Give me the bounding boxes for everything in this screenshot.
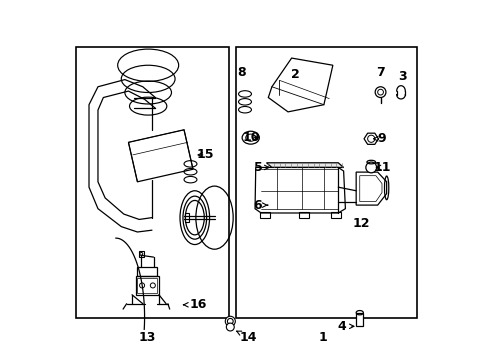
Polygon shape <box>269 58 333 112</box>
Text: 4: 4 <box>338 320 354 333</box>
Polygon shape <box>128 130 193 182</box>
Bar <box>260 212 270 218</box>
Text: 5: 5 <box>253 161 269 174</box>
Circle shape <box>140 283 145 288</box>
Bar <box>185 213 190 222</box>
Text: 1: 1 <box>319 330 327 343</box>
Circle shape <box>368 135 375 142</box>
Text: 14: 14 <box>237 330 257 343</box>
Circle shape <box>140 252 143 255</box>
Circle shape <box>378 89 383 95</box>
Polygon shape <box>267 163 343 167</box>
Bar <box>137 278 157 293</box>
Circle shape <box>375 87 386 98</box>
Bar <box>136 276 159 295</box>
Text: 2: 2 <box>291 68 299 81</box>
Text: 6: 6 <box>254 199 268 212</box>
Polygon shape <box>255 167 345 213</box>
Bar <box>236 47 417 318</box>
Polygon shape <box>356 172 387 205</box>
Circle shape <box>225 316 235 326</box>
Text: 7: 7 <box>376 66 385 79</box>
Bar <box>356 313 364 326</box>
Circle shape <box>226 323 234 331</box>
Bar <box>139 251 144 257</box>
Text: 10: 10 <box>243 131 260 144</box>
Bar <box>331 212 341 218</box>
Text: 16: 16 <box>184 298 207 311</box>
Bar <box>137 267 157 276</box>
Text: 9: 9 <box>373 132 386 145</box>
Text: 12: 12 <box>353 216 370 230</box>
Text: 11: 11 <box>373 161 391 174</box>
Text: 15: 15 <box>197 148 214 161</box>
Text: 13: 13 <box>139 330 156 343</box>
Circle shape <box>227 319 233 324</box>
Circle shape <box>366 162 377 173</box>
Text: 8: 8 <box>237 66 245 79</box>
Bar <box>76 47 229 318</box>
Bar <box>299 212 309 218</box>
Text: 3: 3 <box>398 69 407 82</box>
Circle shape <box>150 283 155 288</box>
